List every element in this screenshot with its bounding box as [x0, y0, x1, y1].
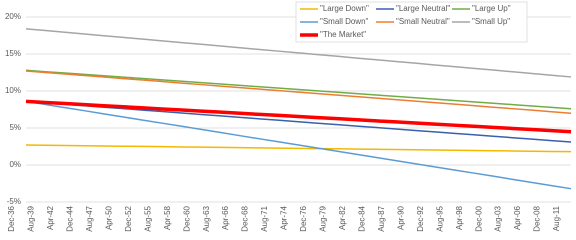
legend-box — [295, 1, 528, 43]
x-tick-label: Aug-55 — [143, 205, 152, 231]
legend-label: "Large Up" — [472, 4, 511, 13]
x-tick-label: Dec-68 — [241, 205, 250, 231]
x-tick-label: Aug-47 — [85, 205, 94, 231]
legend-label: "Large Down" — [320, 4, 369, 13]
x-tick-label: Aug-11 — [552, 205, 561, 231]
x-tick-label: Dec-08 — [533, 205, 542, 231]
legend-label: "Large Neutral" — [396, 4, 450, 13]
series-line — [25, 99, 572, 134]
series-line — [25, 70, 572, 114]
y-tick-label: 15% — [5, 49, 21, 58]
y-tick-label: 20% — [5, 12, 21, 21]
x-tick-label: Apr-74 — [280, 205, 289, 230]
x-tick-label: Aug-71 — [260, 205, 269, 231]
x-tick-label: Dec-00 — [474, 205, 483, 231]
x-tick-label: Dec-36 — [7, 205, 16, 231]
x-tick-label: Aug-63 — [202, 205, 211, 231]
x-tick-label: Apr-98 — [455, 205, 464, 230]
y-tick-label: 0% — [9, 160, 21, 169]
x-tick-label: Apr-50 — [104, 205, 113, 230]
x-tick-label: Apr-42 — [46, 205, 55, 230]
y-tick-label: 5% — [9, 123, 21, 132]
x-tick-label: Dec-60 — [182, 205, 191, 231]
legend-label: "Small Down" — [320, 17, 369, 26]
series-line — [25, 28, 572, 78]
x-tick-label: Apr-66 — [221, 205, 230, 230]
x-tick-label: Apr-90 — [396, 205, 405, 230]
series-line — [25, 144, 572, 153]
y-tick-label: -5% — [7, 197, 21, 206]
series-line — [25, 100, 572, 190]
legend-label: "Small Neutral" — [396, 17, 450, 26]
x-tick-label: Apr-58 — [163, 205, 172, 230]
legend-label: "The Market" — [320, 30, 366, 39]
x-tick-label: Dec-92 — [416, 205, 425, 231]
x-tick-label: Aug-87 — [377, 205, 386, 231]
series-line — [25, 69, 572, 110]
x-tick-label: Aug-79 — [319, 205, 328, 231]
legend-label: "Small Up" — [472, 17, 510, 26]
x-tick-label: Dec-76 — [299, 205, 308, 231]
y-tick-label: 10% — [5, 86, 21, 95]
x-tick-label: Dec-52 — [124, 205, 133, 231]
x-tick-label: Aug-95 — [435, 205, 444, 231]
x-tick-label: Aug-39 — [27, 205, 36, 231]
x-tick-label: Apr-82 — [338, 205, 347, 230]
x-tick-label: Aug-03 — [494, 205, 503, 231]
x-tick-label: Dec-44 — [66, 205, 75, 231]
x-tick-label: Dec-84 — [357, 205, 366, 231]
x-tick-label: Apr-06 — [513, 205, 522, 230]
